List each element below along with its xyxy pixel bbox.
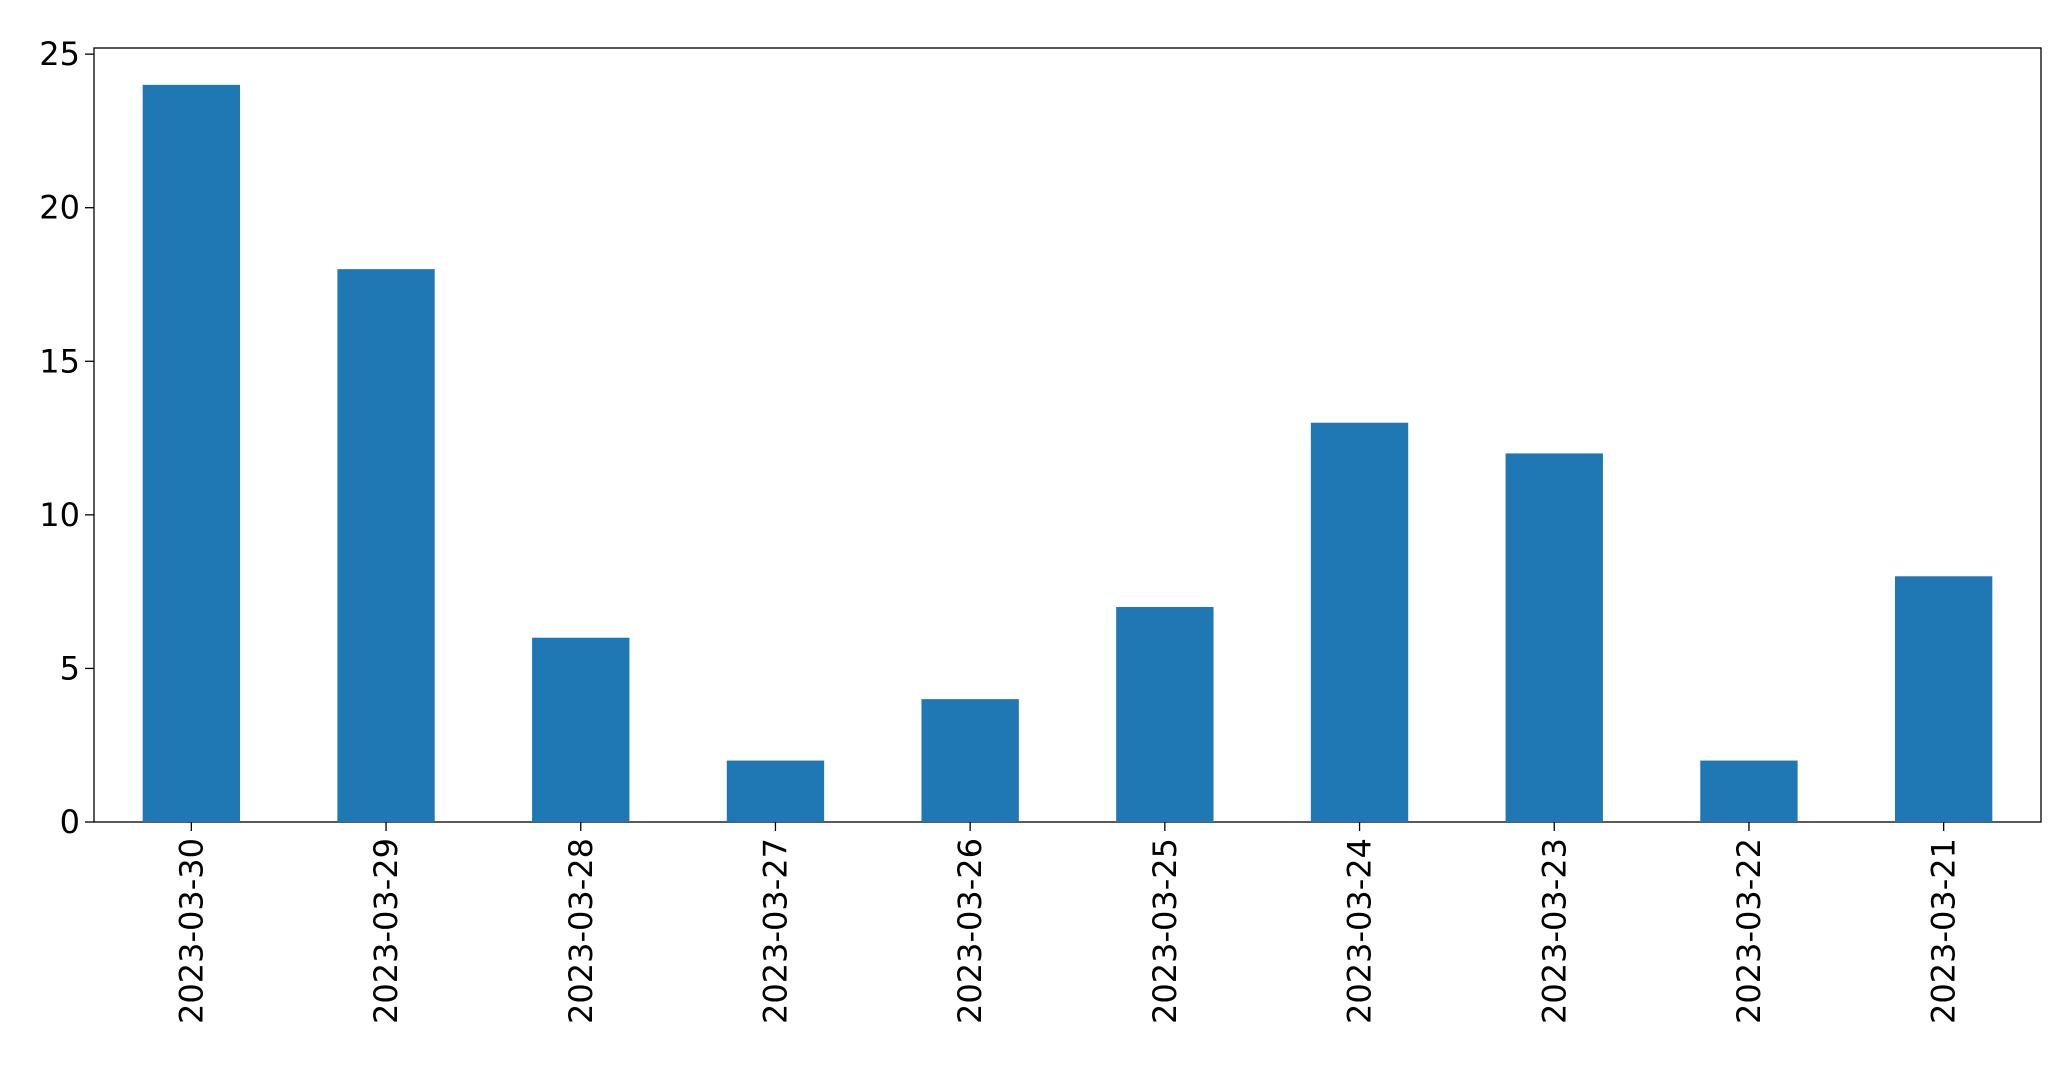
x-tick-label: 2023-03-24 [1341, 838, 1379, 1024]
y-tick-label: 10 [39, 496, 80, 534]
bar [921, 699, 1019, 822]
bar [1505, 453, 1603, 822]
bar [1116, 607, 1214, 822]
bar [726, 760, 825, 822]
x-tick-label: 2023-03-22 [1730, 838, 1768, 1024]
x-tick-label: 2023-03-30 [172, 838, 210, 1024]
y-tick-label: 20 [39, 189, 80, 227]
x-tick-label: 2023-03-29 [367, 838, 405, 1024]
x-tick-label: 2023-03-21 [1925, 838, 1963, 1024]
y-tick-label: 15 [39, 342, 80, 380]
bar [337, 269, 435, 823]
x-tick-label: 2023-03-28 [562, 838, 600, 1024]
x-tick-label: 2023-03-26 [951, 838, 989, 1024]
bar [1310, 422, 1409, 822]
bar [1894, 576, 1993, 822]
y-tick-label: 5 [60, 649, 80, 687]
bar [1700, 760, 1798, 822]
x-tick-label: 2023-03-25 [1146, 838, 1184, 1024]
y-tick-label: 25 [39, 35, 80, 73]
y-tick-label: 0 [60, 803, 80, 841]
plot-frame [93, 47, 2042, 823]
x-tick-label: 2023-03-23 [1535, 838, 1573, 1024]
x-tick-label: 2023-03-27 [756, 838, 794, 1024]
bar [532, 637, 630, 822]
bar [142, 84, 241, 823]
